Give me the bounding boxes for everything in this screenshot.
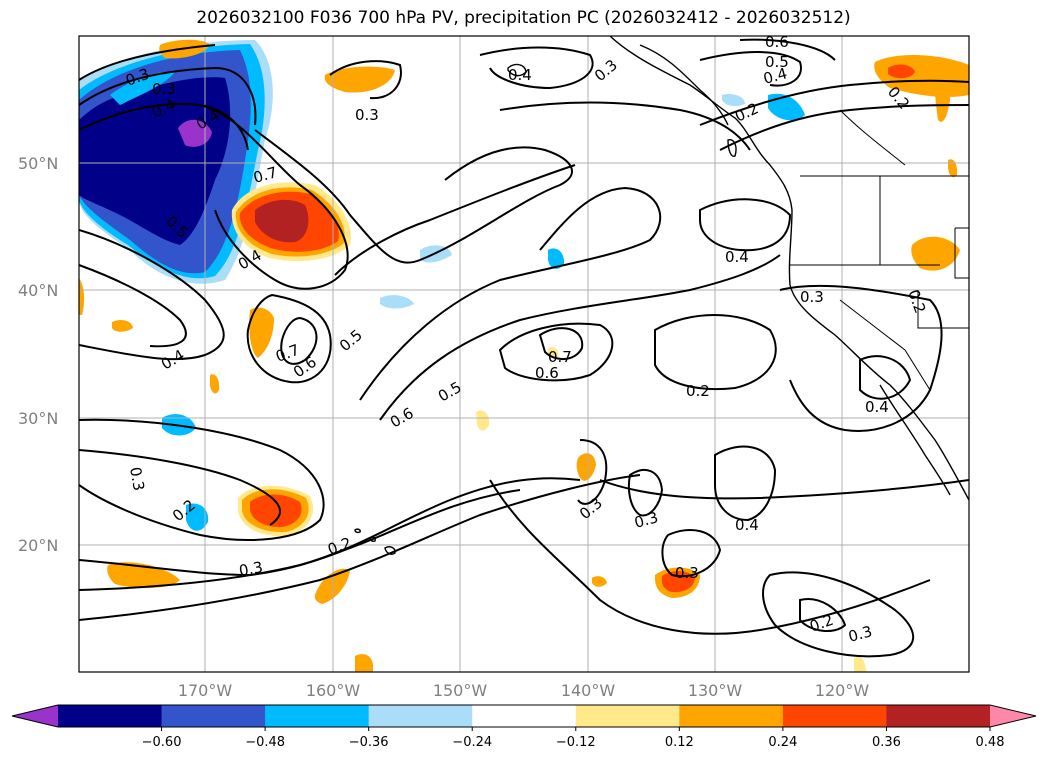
lat-label-20n: 20°N [18,536,58,555]
contour-label: 0.4 [761,64,789,88]
contour-label: 0.3 [152,80,176,98]
shade-lightblue-6 [722,94,745,107]
contour-label: 0.4 [735,516,759,534]
shade-orange-12 [355,654,373,672]
lat-label-40n: 40°N [18,281,58,300]
shade-cyan-2 [186,503,209,531]
colorbar-tick-label: 0.36 [872,735,901,750]
alaska-canada-border [839,109,906,166]
contour-label: 0.3 [355,106,379,124]
shade-orange-19 [934,77,950,122]
shade-orange-9 [324,66,395,93]
colorbar-segments [12,705,1036,727]
colorbar: −0.60 −0.48 −0.36 −0.24 −0.12 0.12 0.24 0.36 0.4… [11,704,1037,750]
colorbar-segment [679,705,784,727]
contour-label: 0.3 [126,466,148,493]
colorbar-segment [58,705,163,727]
lat-label-50n: 50°N [18,154,58,173]
colorbar-tick-label: 0.12 [665,735,694,750]
colorbar-tick-label: −0.60 [142,735,182,750]
colorbar-extension-min [12,705,58,727]
latitude-labels: 50°N 40°N 30°N 20°N [18,154,58,555]
shade-red-2 [250,494,302,528]
shade-purple [178,119,212,147]
contour-label: 0.3 [238,558,265,580]
lat-label-30n: 30°N [18,409,58,428]
shade-orange-5 [249,307,274,358]
colorbar-outline [11,704,1037,728]
shade-yellow-14 [476,410,490,431]
borders [790,109,969,391]
contour-label: 0.3 [632,508,660,532]
colorbar-extension-max [990,705,1036,727]
shade-yellow-20 [854,656,866,672]
hawaii-1 [384,546,396,555]
colorbar-segment [161,705,266,727]
shade-orange-7 [576,453,596,481]
hawaii-3 [354,528,361,534]
shade-orange-6 [314,568,350,604]
negative-pv-shading [79,40,805,531]
contour-label: 0.4 [508,66,532,84]
colorbar-tick-label: 0.24 [768,735,797,750]
shade-orange-13 [79,278,85,315]
island-haida [727,139,737,157]
contour-label: 0.3 [846,622,874,646]
state-border-5 [954,227,969,279]
contour-label: 0.7 [548,348,572,366]
state-border-3 [917,290,969,329]
shade-cyan-3 [548,248,565,269]
contour-label: 0.4 [865,398,889,416]
lon-label-120w: 120°W [815,681,870,700]
contour-label: 0.2 [686,382,710,400]
state-border-4 [839,299,931,391]
colorbar-tick-label: −0.36 [349,735,389,750]
lon-label-170w: 170°W [178,681,233,700]
shade-orange-17 [210,374,220,394]
shade-orange-11 [911,236,960,271]
alaska-inner-coast [639,44,729,126]
shade-cyan-alaska [768,93,805,121]
colorbar-segment [265,705,370,727]
colorbar-segment [368,705,473,727]
contour-label: 0.5 [765,53,789,71]
shade-darkred-main [255,199,309,243]
lon-label-150w: 150°W [433,681,488,700]
shade-orange-4 [107,562,180,589]
shade-orange-15 [112,320,133,332]
colorbar-tick-label: 0.48 [976,735,1005,750]
lon-label-160w: 160°W [306,681,361,700]
contour-label: 0.3 [675,564,699,582]
contour-label: 0.4 [725,248,749,266]
shade-orange-18 [948,159,958,178]
colorbar-tick-label: −0.12 [556,735,596,750]
lon-label-140w: 140°W [561,681,616,700]
shade-navy [79,77,231,246]
longitude-labels: 170°W 160°W 150°W 140°W 130°W 120°W [178,681,870,700]
contour-label: 0.6 [535,364,559,382]
shade-lightblue-5 [380,295,414,309]
contour-label: 0.3 [800,288,824,306]
colorbar-segment [782,705,887,727]
shade-cyan-nwblob [110,71,175,105]
colorbar-segment [886,705,991,727]
map-frame [78,35,970,673]
shade-red-10 [888,64,915,79]
colorbar-segment [575,705,680,727]
colorbar-tick-label: −0.48 [245,735,285,750]
contour-label: 0.6 [765,33,789,51]
colorbar-ticks: −0.60 −0.48 −0.36 −0.24 −0.12 0.12 0.24 0.36 0.4… [142,727,1005,750]
map-title: 2026032100 F036 700 hPa PV, precipitatio… [196,8,851,28]
contour-label: 0.7 [251,163,279,187]
pv-contours [79,38,969,658]
colorbar-tick-label: −0.24 [452,735,492,750]
island-kodiak [507,63,527,77]
map-panel: 0.3 0.3 0.4 0.4 0.3 0.6 0.5 0.4 0.3 0.2 … [79,33,969,672]
shade-orange-16 [592,576,607,587]
colorbar-segment [472,705,577,727]
graticule [79,36,969,672]
lon-label-130w: 130°W [688,681,743,700]
